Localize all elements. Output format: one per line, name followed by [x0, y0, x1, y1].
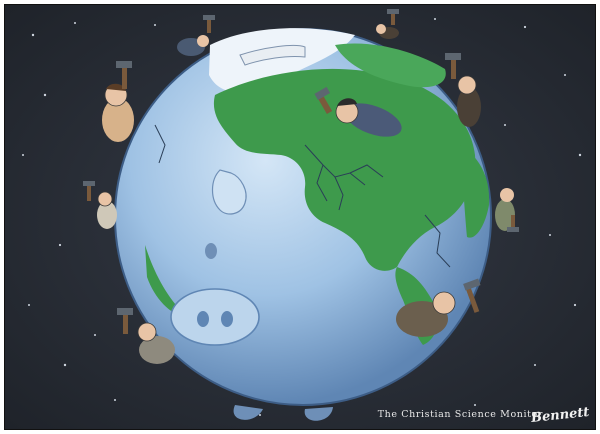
man-top-center: [314, 86, 402, 137]
cartoon-frame: The Christian Science Monitor Bennett: [4, 4, 596, 430]
pig-leg-right: [304, 407, 333, 421]
east-coast-land: [460, 145, 490, 238]
pig-eye: [205, 243, 217, 259]
greenland: [335, 43, 446, 88]
stars: [22, 18, 582, 416]
western-land-edge: [145, 245, 185, 316]
man-top-right-small: [376, 9, 399, 39]
pig-leg-left: [233, 405, 263, 420]
cartoon-illustration: [5, 5, 595, 429]
cracks: [154, 124, 451, 268]
man-right-upper: [445, 53, 481, 127]
north-america: [213, 68, 476, 271]
man-left-middle: [83, 181, 117, 229]
man-top-left-small: [177, 15, 215, 56]
man-right-middle: [495, 188, 519, 232]
hammer-men: [83, 9, 519, 364]
pig-snout: [170, 288, 260, 346]
pig-ear: [211, 169, 247, 215]
arctic-ice: [209, 28, 355, 93]
man-left-upper: [102, 61, 134, 142]
pig-nostril-left: [197, 311, 209, 327]
man-bottom-right: [396, 278, 481, 337]
man-bottom-left: [117, 308, 175, 364]
publication-credit: The Christian Science Monitor: [377, 409, 543, 420]
pig-nostril-right: [221, 311, 233, 327]
coin-slot: [239, 44, 306, 66]
